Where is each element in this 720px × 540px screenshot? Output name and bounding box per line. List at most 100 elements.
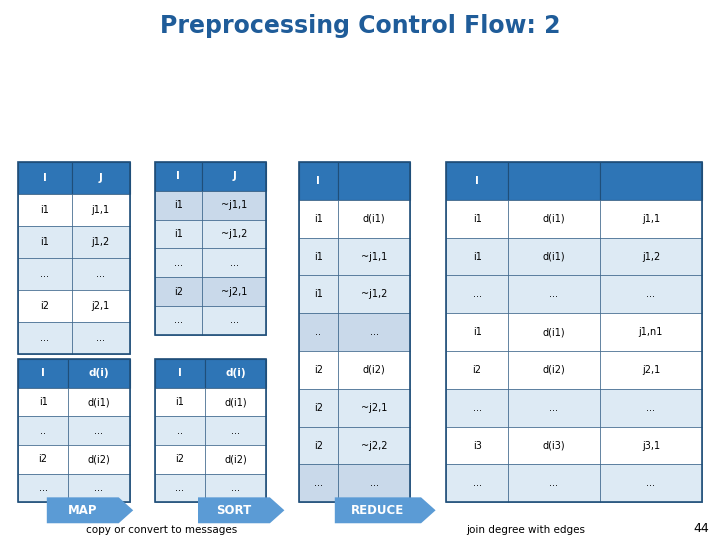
Text: i1: i1: [176, 397, 184, 407]
Text: I: I: [43, 173, 47, 183]
Bar: [205, 474, 266, 502]
Text: ...: ...: [230, 258, 238, 268]
Bar: [338, 464, 410, 502]
Text: ...: ...: [96, 269, 105, 279]
Bar: [446, 464, 508, 502]
Text: ~j1,1: ~j1,1: [361, 252, 387, 261]
Text: ...: ...: [647, 403, 655, 413]
Bar: [18, 194, 71, 226]
Bar: [155, 162, 266, 335]
Bar: [71, 226, 130, 258]
Text: ...: ...: [174, 258, 183, 268]
Text: i1: i1: [314, 252, 323, 261]
Bar: [18, 388, 68, 416]
Bar: [446, 238, 508, 275]
Text: i2: i2: [39, 454, 48, 464]
Bar: [299, 200, 338, 238]
Text: J: J: [99, 173, 102, 183]
Text: j1,1: j1,1: [91, 205, 109, 215]
Text: d(i1): d(i1): [542, 214, 565, 224]
Text: ...: ...: [314, 478, 323, 488]
Text: ...: ...: [647, 289, 655, 299]
Bar: [508, 162, 600, 200]
Bar: [338, 200, 410, 238]
Bar: [299, 351, 338, 389]
Text: i3: i3: [472, 441, 482, 450]
Polygon shape: [335, 497, 436, 523]
Text: I: I: [475, 176, 479, 186]
Bar: [600, 275, 702, 313]
Bar: [338, 427, 410, 464]
Bar: [155, 191, 202, 220]
Text: j1,2: j1,2: [642, 252, 660, 261]
Bar: [508, 238, 600, 275]
Text: i2: i2: [472, 365, 482, 375]
Text: ~j2,1: ~j2,1: [221, 287, 247, 296]
Bar: [18, 162, 130, 354]
Text: i2: i2: [314, 365, 323, 375]
Text: i1: i1: [40, 237, 49, 247]
Bar: [299, 389, 338, 427]
Text: ..: ..: [315, 327, 321, 337]
Text: join degree with edges: join degree with edges: [466, 525, 585, 535]
Bar: [446, 275, 508, 313]
Text: ..: ..: [40, 426, 46, 436]
Bar: [155, 306, 202, 335]
Bar: [18, 258, 71, 290]
Bar: [600, 389, 702, 427]
Bar: [155, 359, 266, 502]
Text: i1: i1: [472, 252, 482, 261]
Text: ...: ...: [39, 483, 48, 493]
Text: I: I: [41, 368, 45, 379]
Text: ...: ...: [94, 426, 104, 436]
Bar: [18, 226, 71, 258]
Bar: [446, 351, 508, 389]
Text: i2: i2: [174, 287, 183, 296]
Bar: [600, 238, 702, 275]
Bar: [338, 275, 410, 313]
Text: Preprocessing Control Flow: 2: Preprocessing Control Flow: 2: [160, 14, 560, 37]
Bar: [508, 275, 600, 313]
Text: REDUCE: REDUCE: [351, 504, 405, 517]
Text: ~j2,1: ~j2,1: [361, 403, 387, 413]
Bar: [68, 359, 130, 388]
Bar: [446, 427, 508, 464]
Bar: [68, 445, 130, 474]
Text: j1,2: j1,2: [91, 237, 109, 247]
Bar: [508, 427, 600, 464]
Bar: [18, 290, 71, 322]
Bar: [18, 359, 130, 502]
Text: i2: i2: [40, 301, 49, 311]
Bar: [299, 162, 338, 200]
Bar: [155, 445, 205, 474]
Text: i2: i2: [314, 403, 323, 413]
Text: i1: i1: [174, 200, 183, 210]
Bar: [202, 220, 266, 248]
Bar: [71, 162, 130, 194]
Bar: [205, 445, 266, 474]
Bar: [299, 275, 338, 313]
Bar: [68, 388, 130, 416]
Text: d(i): d(i): [225, 368, 246, 379]
Text: d(i2): d(i2): [542, 365, 565, 375]
Text: i1: i1: [174, 229, 183, 239]
Text: ...: ...: [96, 333, 105, 343]
Bar: [446, 389, 508, 427]
Bar: [18, 359, 68, 388]
Bar: [18, 474, 68, 502]
Bar: [338, 162, 410, 200]
Bar: [299, 238, 338, 275]
Text: ~j1,2: ~j1,2: [221, 229, 247, 239]
Text: ...: ...: [40, 333, 49, 343]
Text: i1: i1: [314, 214, 323, 224]
Bar: [18, 322, 71, 354]
Text: d(i1): d(i1): [542, 252, 565, 261]
Bar: [508, 313, 600, 351]
Text: ...: ...: [369, 327, 379, 337]
Bar: [202, 248, 266, 277]
Bar: [202, 162, 266, 191]
Bar: [202, 191, 266, 220]
Text: d(i1): d(i1): [363, 214, 385, 224]
Text: i1: i1: [314, 289, 323, 299]
Bar: [600, 313, 702, 351]
